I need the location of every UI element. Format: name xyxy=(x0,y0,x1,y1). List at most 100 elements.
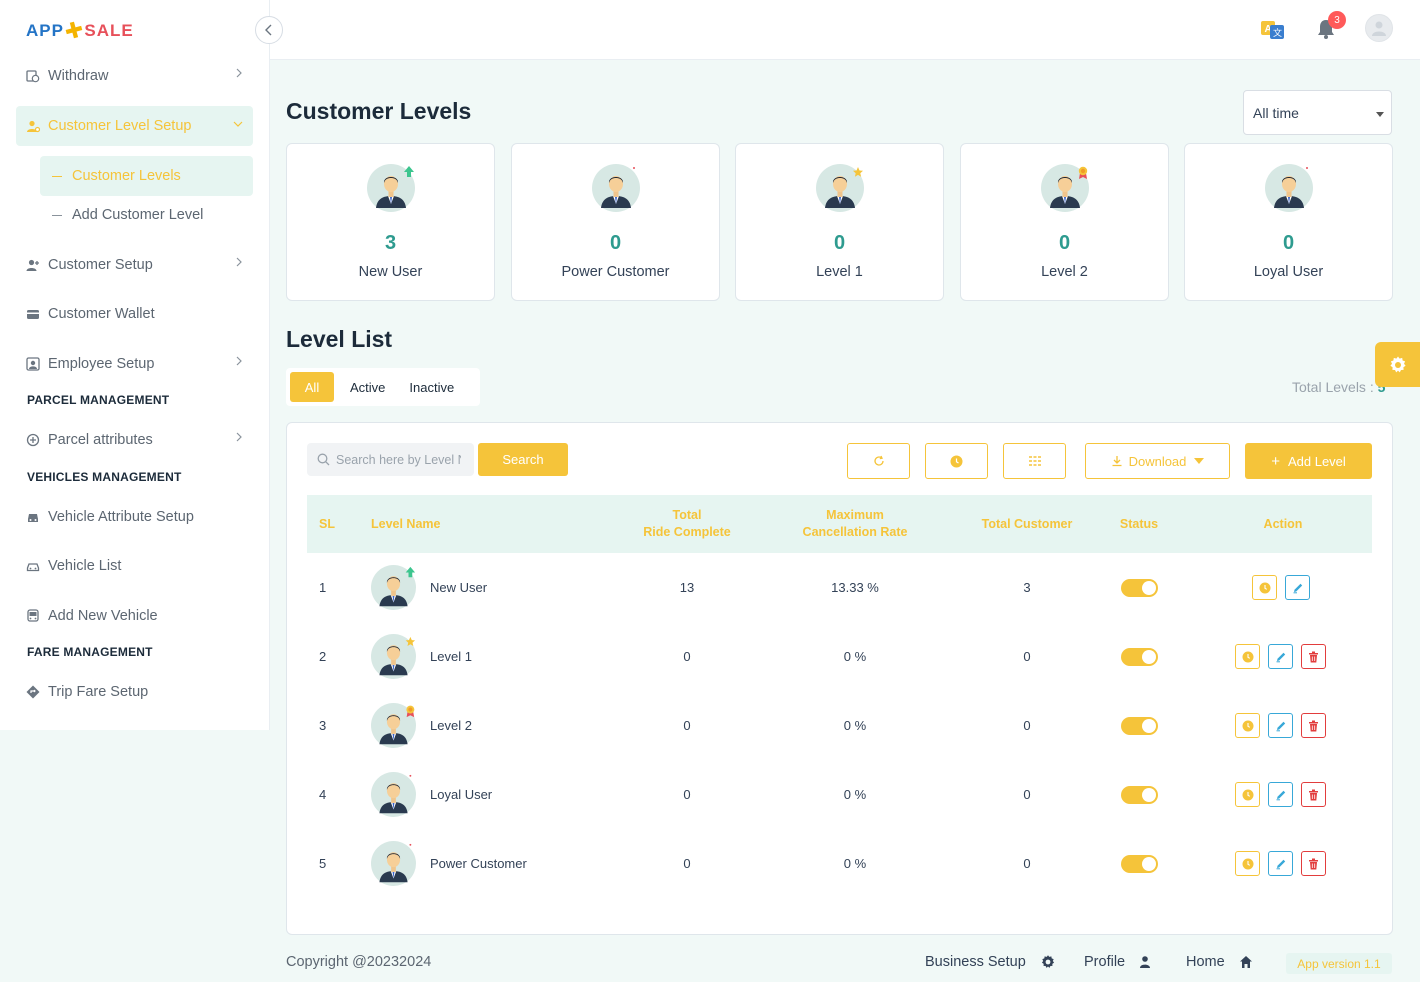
section-title-vehicles: VEHICLES MANAGEMENT xyxy=(27,470,182,484)
level-list-title: Level List xyxy=(286,326,393,352)
sidebar-subitem-customer-levels[interactable]: Customer Levels xyxy=(40,156,253,196)
cell-status xyxy=(1107,829,1171,898)
cell-actions xyxy=(1231,760,1330,829)
sidebar-item-vehicle-list[interactable]: Vehicle List xyxy=(16,546,253,586)
delete-button[interactable] xyxy=(1301,644,1326,669)
sidebar-item-label: Customer Setup xyxy=(48,257,153,273)
cell-sl: 4 xyxy=(319,787,327,802)
cell-cancellation-rate: 0 % xyxy=(843,787,867,802)
cell-status xyxy=(1107,760,1171,829)
cell-cancellation-rate: 0 % xyxy=(843,649,867,664)
sidebar-subitem-add-customer-level[interactable]: Add Customer Level xyxy=(40,195,253,235)
status-toggle[interactable] xyxy=(1120,785,1158,804)
total-levels: Total Levels : 5 xyxy=(1292,379,1385,395)
refresh-button[interactable] xyxy=(847,443,910,479)
level-name: Level 2 xyxy=(1041,264,1088,280)
sidebar-item-withdraw[interactable]: Withdraw xyxy=(16,56,253,96)
log-history-button[interactable] xyxy=(1235,782,1260,807)
log-history-button[interactable] xyxy=(1235,713,1260,738)
footer-link-label: Business Setup xyxy=(925,954,1026,970)
sidebar-item-customer-setup[interactable]: Customer Setup xyxy=(16,245,253,285)
column-filter-button[interactable] xyxy=(1003,443,1066,479)
cell-actions xyxy=(1248,553,1314,622)
time-filter-select[interactable]: All time xyxy=(1243,90,1392,135)
tab-inactive[interactable]: Inactive xyxy=(409,379,455,395)
chevron-right-icon xyxy=(235,432,243,442)
log-history-button[interactable] xyxy=(1252,575,1277,600)
column-header-text: Ride Complete xyxy=(643,525,731,539)
settings-fab-button[interactable] xyxy=(1375,342,1420,387)
level-avatar xyxy=(371,772,416,817)
clock-icon xyxy=(1242,789,1253,800)
sidebar-item-customer-level-setup[interactable]: Customer Level Setup xyxy=(16,106,253,146)
cell-status xyxy=(1107,553,1171,622)
trash-icon xyxy=(1309,720,1318,731)
column-header-total-customer: Total Customer xyxy=(981,516,1073,531)
withdraw-icon xyxy=(26,69,40,83)
cell-sl: 2 xyxy=(319,649,327,664)
edit-button[interactable] xyxy=(1268,644,1293,669)
clock-icon xyxy=(950,455,963,467)
edit-button[interactable] xyxy=(1268,782,1293,807)
download-label: Download xyxy=(1128,453,1187,469)
sidebar-item-trip-fare-setup[interactable]: Trip Fare Setup xyxy=(16,672,253,712)
edit-button[interactable] xyxy=(1268,851,1293,876)
sidebar-collapse-button[interactable] xyxy=(255,16,283,44)
level-card[interactable]: 0 Level 2 xyxy=(960,143,1169,301)
level-card[interactable]: 3 New User xyxy=(286,143,495,301)
tab-active[interactable]: Active xyxy=(350,379,386,395)
edit-button[interactable] xyxy=(1268,713,1293,738)
footer-home-link[interactable]: Home xyxy=(1186,954,1253,970)
sidebar-item-label: Vehicle List xyxy=(48,558,122,574)
download-button[interactable]: Download xyxy=(1085,443,1230,479)
trash-icon xyxy=(1309,789,1318,800)
status-toggle[interactable] xyxy=(1120,578,1158,597)
status-toggle[interactable] xyxy=(1120,854,1158,873)
status-toggle[interactable] xyxy=(1120,716,1158,735)
copyright-text: Copyright @20232024 xyxy=(286,954,432,970)
tab-all[interactable]: All xyxy=(290,372,334,402)
user-avatar[interactable] xyxy=(1365,14,1393,42)
sidebar-item-customer-wallet[interactable]: Customer Wallet xyxy=(16,294,253,334)
footer-business-setup-link[interactable]: Business Setup xyxy=(925,954,1056,970)
sidebar-item-vehicle-attribute-setup[interactable]: Vehicle Attribute Setup xyxy=(16,497,253,537)
vehicle-attribute-icon xyxy=(26,510,40,524)
sidebar-item-parcel-attributes[interactable]: Parcel attributes xyxy=(16,420,253,460)
status-toggle[interactable] xyxy=(1120,647,1158,666)
level-card[interactable]: 0 Power Customer xyxy=(511,143,720,301)
search-button[interactable]: Search xyxy=(478,443,568,476)
cell-total-customer: 0 xyxy=(1023,856,1031,871)
footer-profile-link[interactable]: Profile xyxy=(1084,954,1151,970)
dash-icon xyxy=(52,175,62,177)
filter-lines-icon xyxy=(1028,456,1041,466)
delete-button[interactable] xyxy=(1301,851,1326,876)
edit-button[interactable] xyxy=(1285,575,1310,600)
table-row: 1 New User 13 13.33 % 3 xyxy=(307,553,1372,622)
cell-total-customer: 0 xyxy=(1023,718,1031,733)
clock-icon xyxy=(1242,720,1253,731)
page-title: Customer Levels xyxy=(286,98,472,124)
level-card[interactable]: 0 Level 1 xyxy=(735,143,944,301)
sidebar-item-add-new-vehicle[interactable]: Add New Vehicle xyxy=(16,596,253,636)
history-button[interactable] xyxy=(925,443,988,479)
column-header-cancellation: Maximum Cancellation Rate xyxy=(775,495,935,553)
clock-icon xyxy=(1242,651,1253,662)
delete-button[interactable] xyxy=(1301,782,1326,807)
footer-link-label: Home xyxy=(1186,954,1225,970)
car-icon xyxy=(26,559,40,573)
sidebar-item-employee-setup[interactable]: Employee Setup xyxy=(16,344,253,384)
app-logo[interactable]: APP ✚ SALE xyxy=(26,16,134,46)
clock-icon xyxy=(1259,582,1270,593)
level-card[interactable]: 0 Loyal User xyxy=(1184,143,1393,301)
delete-button[interactable] xyxy=(1301,713,1326,738)
add-level-button[interactable]: + Add Level xyxy=(1245,443,1372,479)
search-icon xyxy=(317,453,330,466)
user-level-icon xyxy=(26,119,40,133)
level-name: Power Customer xyxy=(561,264,670,280)
search-input[interactable] xyxy=(336,452,461,467)
level-avatar xyxy=(371,703,416,748)
log-history-button[interactable] xyxy=(1235,851,1260,876)
log-history-button[interactable] xyxy=(1235,644,1260,669)
cell-total-customer: 0 xyxy=(1023,649,1031,664)
